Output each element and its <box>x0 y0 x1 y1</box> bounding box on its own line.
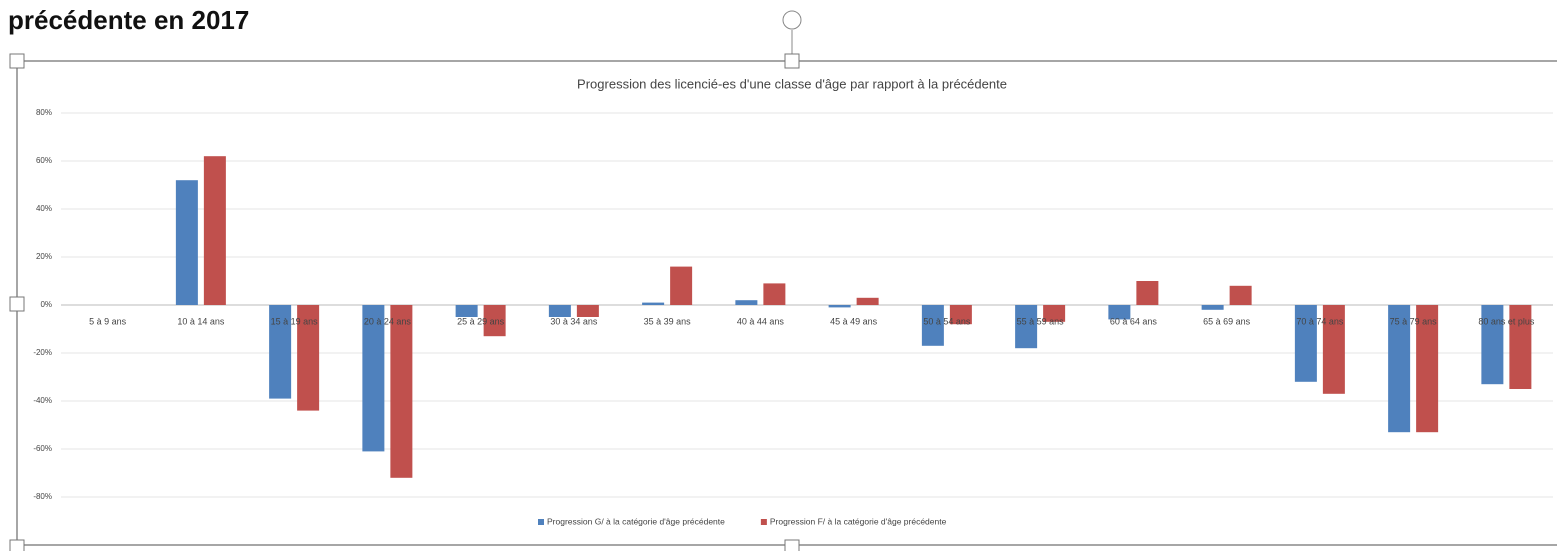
bar <box>1416 305 1439 433</box>
bar <box>828 305 851 308</box>
x-tick-label: 30 à 34 ans <box>550 316 598 326</box>
y-tick-label: -40% <box>33 396 52 405</box>
x-tick-label: 70 à 74 ans <box>1296 316 1344 326</box>
y-tick-label: 20% <box>36 252 52 261</box>
bar <box>1043 305 1066 322</box>
bar <box>1229 285 1252 305</box>
rotate-handle[interactable] <box>782 10 802 30</box>
resize-handle[interactable] <box>784 539 800 555</box>
bar <box>1201 305 1224 310</box>
legend-swatch <box>538 519 544 525</box>
bar <box>455 305 478 317</box>
bar <box>1388 305 1411 433</box>
resize-handle[interactable] <box>9 539 25 555</box>
x-tick-label: 15 à 19 ans <box>271 316 319 326</box>
bar <box>203 156 226 305</box>
chart-frame <box>16 60 1557 546</box>
y-tick-label: -60% <box>33 444 52 453</box>
x-tick-label: 50 à 54 ans <box>923 316 971 326</box>
x-tick-label: 45 à 49 ans <box>830 316 878 326</box>
bar <box>735 300 758 305</box>
bar <box>1322 305 1345 394</box>
bar <box>390 305 413 478</box>
bar <box>576 305 599 317</box>
bar <box>175 180 198 305</box>
legend-swatch <box>760 519 767 525</box>
y-tick-label: 80% <box>36 108 52 117</box>
x-tick-label: 5 à 9 ans <box>89 316 127 326</box>
bar <box>362 305 385 452</box>
resize-handle[interactable] <box>784 53 800 69</box>
bar <box>1481 305 1504 385</box>
bar <box>921 305 944 346</box>
bar <box>1294 305 1317 382</box>
y-tick-label: -20% <box>33 348 52 357</box>
legend-label: Progression G/ à la catégorie d'âge préc… <box>547 516 725 526</box>
bar <box>483 305 506 337</box>
bar <box>1015 305 1038 349</box>
chart-title: Progression des licencié-es d'une classe… <box>577 76 1007 91</box>
y-tick-label: 40% <box>36 204 52 213</box>
x-tick-label: 40 à 44 ans <box>737 316 785 326</box>
bar <box>297 305 320 411</box>
x-tick-label: 80 ans et plus <box>1478 316 1535 326</box>
bar <box>548 305 571 317</box>
x-tick-label: 35 à 39 ans <box>644 316 692 326</box>
bar <box>269 305 292 399</box>
y-tick-label: 0% <box>40 300 52 309</box>
x-tick-label: 65 à 69 ans <box>1203 316 1251 326</box>
bar <box>1136 281 1159 305</box>
bar <box>642 302 665 305</box>
bar <box>949 305 972 325</box>
bar <box>670 266 693 305</box>
y-tick-label: 60% <box>36 156 52 165</box>
bar <box>856 297 879 305</box>
legend-label: Progression F/ à la catégorie d'âge préc… <box>770 516 947 526</box>
resize-handle[interactable] <box>9 53 25 69</box>
x-tick-label: 60 à 64 ans <box>1110 316 1158 326</box>
x-tick-label: 25 à 29 ans <box>457 316 505 326</box>
x-tick-label: 55 à 59 ans <box>1017 316 1065 326</box>
resize-handle[interactable] <box>9 296 25 312</box>
bar <box>1509 305 1532 389</box>
x-tick-label: 20 à 24 ans <box>364 316 412 326</box>
y-tick-label: -80% <box>33 492 52 501</box>
bar <box>763 283 786 305</box>
x-tick-label: 10 à 14 ans <box>177 316 225 326</box>
bar <box>1108 305 1131 320</box>
heading: précédente en 2017 <box>8 5 249 35</box>
x-tick-label: 75 à 79 ans <box>1390 316 1438 326</box>
